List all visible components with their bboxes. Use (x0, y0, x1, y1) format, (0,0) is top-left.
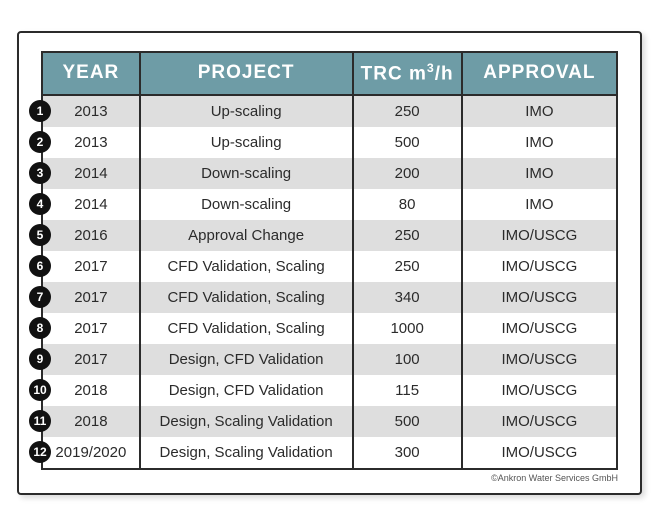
table-row: 22013Up-scaling500IMO (42, 127, 617, 158)
cell-year: 42014 (42, 189, 140, 220)
cell-year: 12013 (42, 95, 140, 127)
cell-trc: 500 (353, 406, 462, 437)
cell-approval: IMO/USCG (462, 251, 617, 282)
cell-trc: 200 (353, 158, 462, 189)
cell-approval: IMO/USCG (462, 437, 617, 469)
cell-trc: 100 (353, 344, 462, 375)
table-row: 82017CFD Validation, Scaling1000IMO/USCG (42, 313, 617, 344)
cell-approval: IMO/USCG (462, 406, 617, 437)
row-number-badge: 9 (29, 348, 51, 370)
cell-project: CFD Validation, Scaling (140, 282, 353, 313)
cell-trc: 250 (353, 95, 462, 127)
table-header-row: YEAR PROJECT TRC m3/h APPROVAL (42, 52, 617, 94)
cell-year: 92017 (42, 344, 140, 375)
row-number-badge: 5 (29, 224, 51, 246)
cell-project: Design, CFD Validation (140, 344, 353, 375)
table-row: 32014Down-scaling200IMO (42, 158, 617, 189)
cell-trc: 80 (353, 189, 462, 220)
cell-year: 72017 (42, 282, 140, 313)
cell-trc: 250 (353, 220, 462, 251)
cell-trc: 115 (353, 375, 462, 406)
table-frame: YEAR PROJECT TRC m3/h APPROVAL 12013Up-s… (17, 31, 642, 494)
row-number-badge: 1 (29, 100, 51, 122)
table-row: 92017Design, CFD Validation100IMO/USCG (42, 344, 617, 375)
cell-trc: 1000 (353, 313, 462, 344)
col-header-trc: TRC m3/h (353, 52, 462, 94)
copyright-text: ©Ankron Water Services GmbH (41, 473, 618, 483)
cell-year: 62017 (42, 251, 140, 282)
row-number-badge: 4 (29, 193, 51, 215)
cell-year: 112018 (42, 406, 140, 437)
cell-project: CFD Validation, Scaling (140, 313, 353, 344)
row-number-badge: 2 (29, 131, 51, 153)
cell-approval: IMO (462, 95, 617, 127)
cell-year: 102018 (42, 375, 140, 406)
table-row: 102018Design, CFD Validation115IMO/USCG (42, 375, 617, 406)
cell-project: Approval Change (140, 220, 353, 251)
cell-project: Down-scaling (140, 189, 353, 220)
cell-approval: IMO/USCG (462, 344, 617, 375)
cell-approval: IMO/USCG (462, 282, 617, 313)
row-number-badge: 12 (29, 441, 51, 463)
cell-project: Up-scaling (140, 127, 353, 158)
cell-approval: IMO/USCG (462, 375, 617, 406)
cell-year: 82017 (42, 313, 140, 344)
row-number-badge: 7 (29, 286, 51, 308)
cell-approval: IMO (462, 189, 617, 220)
cell-trc: 250 (353, 251, 462, 282)
row-number-badge: 8 (29, 317, 51, 339)
cell-project: Up-scaling (140, 95, 353, 127)
row-number-badge: 6 (29, 255, 51, 277)
cell-project: Design, Scaling Validation (140, 406, 353, 437)
col-header-approval: APPROVAL (462, 52, 617, 94)
table-row: 52016Approval Change250IMO/USCG (42, 220, 617, 251)
cell-year: 52016 (42, 220, 140, 251)
cell-trc: 500 (353, 127, 462, 158)
row-number-badge: 11 (29, 410, 51, 432)
table-row: 112018Design, Scaling Validation500IMO/U… (42, 406, 617, 437)
cell-year: 22013 (42, 127, 140, 158)
cell-approval: IMO/USCG (462, 220, 617, 251)
cell-approval: IMO/USCG (462, 313, 617, 344)
cell-project: Design, Scaling Validation (140, 437, 353, 469)
col-header-project: PROJECT (140, 52, 353, 94)
cell-trc: 340 (353, 282, 462, 313)
cell-trc: 300 (353, 437, 462, 469)
table-row: 122019/2020Design, Scaling Validation300… (42, 437, 617, 469)
row-number-badge: 10 (29, 379, 51, 401)
projects-table: YEAR PROJECT TRC m3/h APPROVAL 12013Up-s… (41, 51, 618, 469)
row-number-badge: 3 (29, 162, 51, 184)
cell-project: Design, CFD Validation (140, 375, 353, 406)
cell-project: Down-scaling (140, 158, 353, 189)
cell-approval: IMO (462, 127, 617, 158)
cell-project: CFD Validation, Scaling (140, 251, 353, 282)
cell-year: 122019/2020 (42, 437, 140, 469)
table-row: 62017CFD Validation, Scaling250IMO/USCG (42, 251, 617, 282)
table-row: 42014Down-scaling80IMO (42, 189, 617, 220)
table-row: 12013Up-scaling250IMO (42, 95, 617, 127)
cell-year: 32014 (42, 158, 140, 189)
cell-approval: IMO (462, 158, 617, 189)
table-row: 72017CFD Validation, Scaling340IMO/USCG (42, 282, 617, 313)
col-header-year: YEAR (42, 52, 140, 94)
